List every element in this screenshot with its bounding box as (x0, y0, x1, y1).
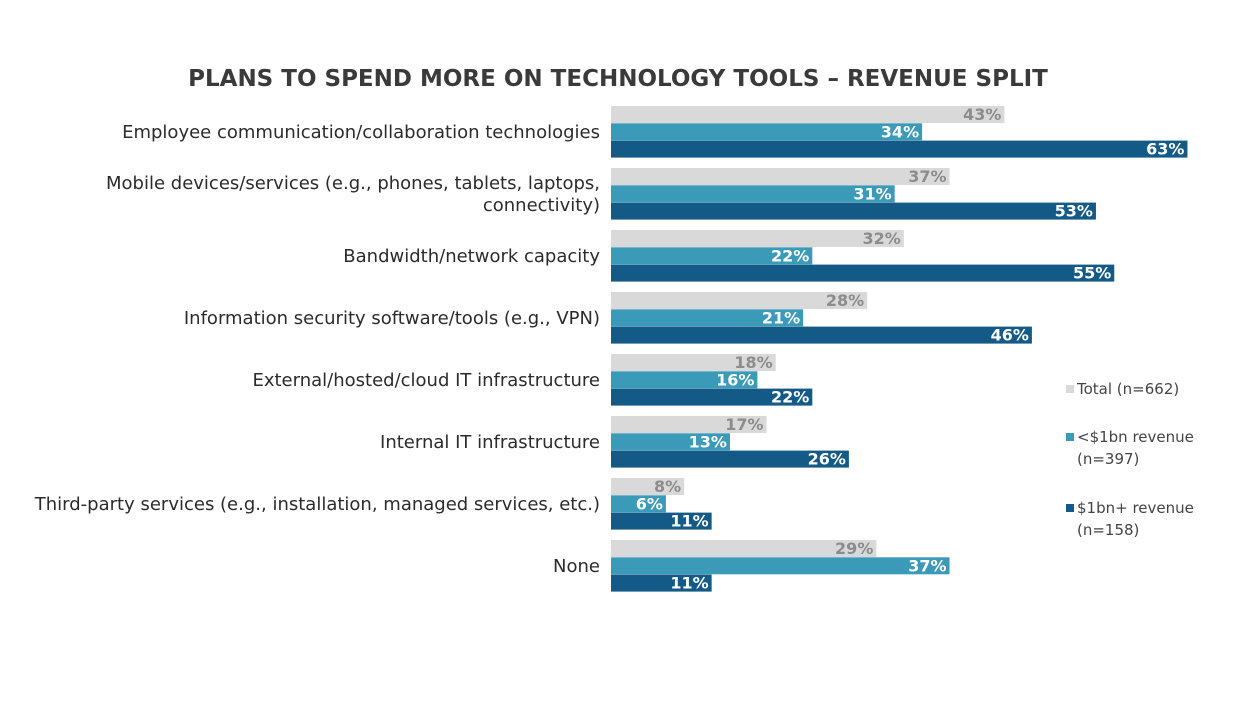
bar (611, 185, 895, 203)
category-label: connectivity) (483, 195, 600, 216)
legend-label: $1bn+ revenue (1077, 499, 1194, 517)
data-label: 17% (725, 415, 763, 434)
bar (611, 230, 904, 247)
bar (611, 557, 950, 575)
legend-swatch (1066, 504, 1074, 512)
bar (611, 388, 813, 406)
legend-label: <$1bn revenue (1077, 428, 1194, 446)
category-label: None (553, 556, 600, 577)
bar (611, 574, 712, 592)
bar (611, 478, 685, 495)
data-label: 43% (963, 105, 1001, 124)
legend-label: (n=158) (1077, 521, 1139, 539)
data-label: 55% (1073, 264, 1111, 283)
bar (611, 354, 776, 371)
plot-area: Employee communication/collaboration tec… (34, 105, 1188, 593)
legend-label: Total (n=662) (1076, 380, 1179, 398)
data-label: 32% (863, 229, 901, 248)
bar (611, 540, 877, 557)
data-label: 34% (881, 122, 919, 141)
bar (611, 168, 950, 185)
category-label: External/hosted/cloud IT infrastructure (252, 370, 600, 391)
data-label: 37% (908, 167, 946, 186)
legend-swatch (1066, 433, 1074, 441)
category-label: Mobile devices/services (e.g., phones, t… (106, 173, 600, 194)
legend-label: (n=397) (1077, 450, 1139, 468)
data-label: 22% (771, 246, 809, 265)
category-label: Third-party services (e.g., installation… (34, 494, 600, 515)
bar (611, 416, 767, 433)
data-label: 11% (670, 512, 708, 531)
data-label: 31% (853, 184, 891, 203)
legend: Total (n=662) <$1bn revenue (n=397) $1bn+ r… (1066, 380, 1194, 539)
bar (611, 433, 730, 451)
bar (611, 326, 1032, 344)
bar (611, 123, 923, 141)
chart-title: PLANS TO SPEND MORE ON TECHNOLOGY TOOLS … (188, 66, 1048, 92)
bar (611, 495, 666, 513)
data-label: 26% (808, 450, 846, 469)
bar (611, 309, 804, 327)
data-label: 6% (636, 494, 663, 513)
category-label: Information security software/tools (e.g… (184, 308, 600, 329)
data-label: 29% (835, 539, 873, 558)
data-label: 8% (654, 477, 681, 496)
bar (611, 292, 868, 309)
bar (611, 106, 1005, 123)
category-label: Employee communication/collaboration tec… (122, 122, 600, 143)
bar (611, 247, 813, 265)
data-label: 28% (826, 291, 864, 310)
legend-swatch (1066, 385, 1074, 393)
data-label: 46% (991, 326, 1029, 345)
bar (611, 202, 1096, 220)
category-label: Internal IT infrastructure (380, 432, 600, 453)
data-label: 22% (771, 388, 809, 407)
category-label: Bandwidth/network capacity (343, 246, 600, 267)
data-label: 53% (1055, 202, 1093, 221)
data-label: 18% (734, 353, 772, 372)
data-label: 11% (670, 574, 708, 593)
data-label: 63% (1146, 140, 1184, 159)
bar (611, 264, 1115, 282)
data-label: 13% (689, 432, 727, 451)
bar (611, 512, 712, 530)
bar (611, 371, 758, 389)
data-label: 16% (716, 370, 754, 389)
bar (611, 450, 849, 468)
bar (611, 140, 1188, 158)
data-label: 37% (908, 556, 946, 575)
data-label: 21% (762, 308, 800, 327)
